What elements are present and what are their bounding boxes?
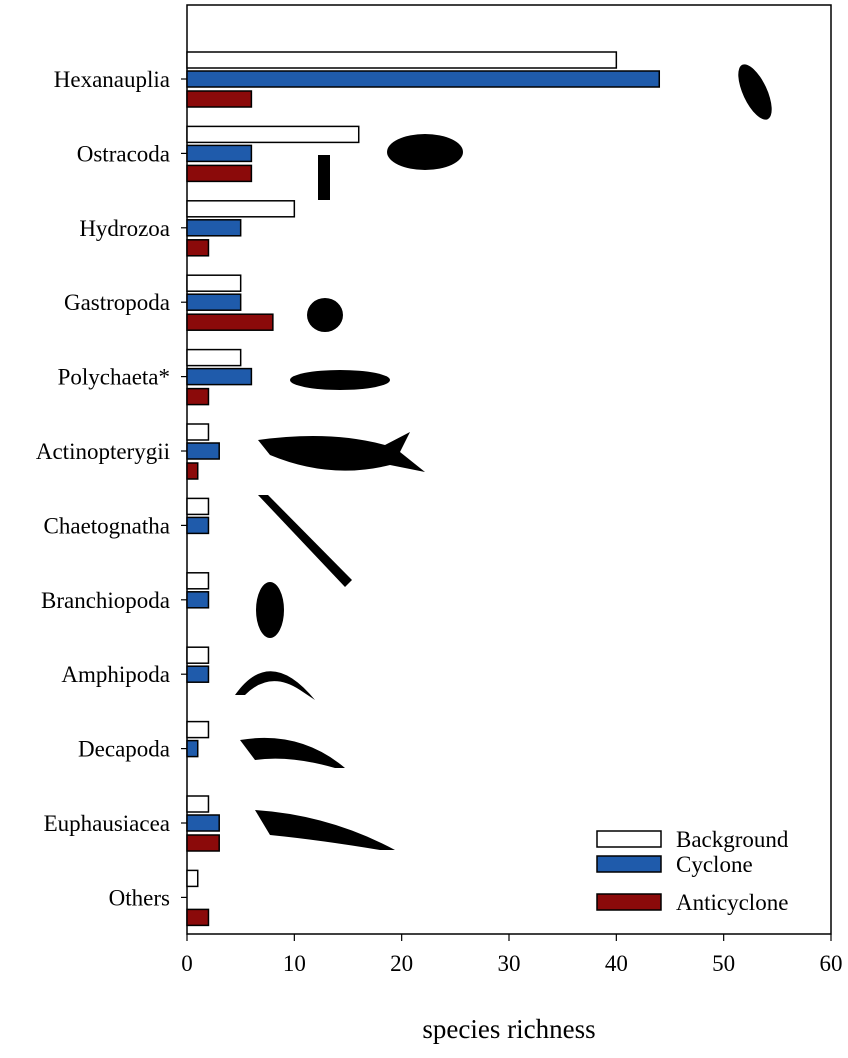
chaetognath-icon [258, 495, 352, 587]
decapod-icon [240, 737, 345, 768]
bar-anticyclone [186, 462, 199, 480]
bar-cyclone [186, 219, 242, 237]
y-tick-label: Decapoda [78, 737, 170, 762]
amphipod-icon [235, 671, 315, 700]
bar-background [186, 423, 210, 441]
bar-anticyclone [186, 908, 210, 927]
taxa-silhouettes [235, 64, 772, 850]
x-tick-label: 0 [181, 951, 193, 976]
bar-anticyclone [186, 387, 210, 406]
x-tick-label: 40 [605, 951, 628, 976]
legend-swatch-background [596, 830, 662, 848]
bar-background [186, 795, 210, 813]
bar-background [186, 125, 360, 144]
bar-anticyclone [186, 164, 253, 183]
legend-label: Anticyclone [676, 890, 788, 915]
y-tick-label: Euphausiacea [44, 811, 170, 836]
bar-cyclone [186, 70, 661, 88]
y-tick-label: Branchiopoda [41, 588, 170, 613]
bar-anticyclone [186, 834, 220, 852]
y-tick-label: Hydrozoa [79, 216, 170, 241]
legend-label: Background [676, 827, 789, 852]
bar-cyclone [186, 739, 199, 758]
bar-cyclone [186, 442, 220, 460]
bar-cyclone [186, 293, 242, 311]
x-tick-label: 10 [283, 951, 306, 976]
bar-anticyclone [186, 90, 253, 108]
bar-cyclone [186, 591, 210, 609]
euphausiid-icon [255, 810, 395, 850]
bar-cyclone [186, 665, 210, 683]
x-tick-label: 20 [390, 951, 413, 976]
legend-label: Cyclone [676, 852, 753, 877]
y-tick-label: Polychaeta* [58, 365, 170, 390]
hydrozoan-icon [318, 155, 330, 200]
x-tick-label: 30 [498, 951, 521, 976]
y-tick-label: Hexanauplia [54, 67, 170, 92]
y-tick-label: Gastropoda [64, 290, 170, 315]
bar-anticyclone [186, 239, 210, 257]
branchiopod-icon [256, 582, 284, 638]
y-tick-label: Amphipoda [61, 662, 170, 687]
y-tick-label: Actinopterygii [36, 439, 170, 464]
bar-background [186, 51, 618, 69]
bar-background [186, 274, 242, 292]
bar-background [186, 497, 210, 516]
legend-swatch-cyclone [596, 855, 662, 873]
bar-cyclone [186, 516, 210, 535]
y-tick-label: Ostracoda [77, 141, 170, 166]
bar-cyclone [186, 814, 220, 832]
bar-background [186, 200, 296, 218]
x-axis-label: species richness [422, 1014, 595, 1044]
y-tick-label: Others [109, 885, 170, 910]
fish-icon [258, 432, 425, 472]
copepod-icon [738, 64, 772, 120]
plot-frame [186, 4, 832, 935]
legend-swatch-anticyclone [596, 893, 662, 911]
x-tick-label: 50 [712, 951, 735, 976]
bar-background [186, 572, 210, 590]
y-tick-label: Chaetognatha [44, 513, 170, 538]
ostracod-icon [387, 134, 463, 170]
gastropod-icon [307, 298, 343, 332]
x-tick-label: 60 [820, 951, 843, 976]
bar-background [186, 869, 199, 888]
bar-anticyclone [186, 313, 274, 331]
bar-cyclone [186, 367, 253, 386]
bar-background [186, 720, 210, 739]
bar-cyclone [186, 144, 253, 163]
bar-background [186, 646, 210, 664]
bar-background [186, 348, 242, 367]
polychaete-icon [290, 370, 390, 390]
